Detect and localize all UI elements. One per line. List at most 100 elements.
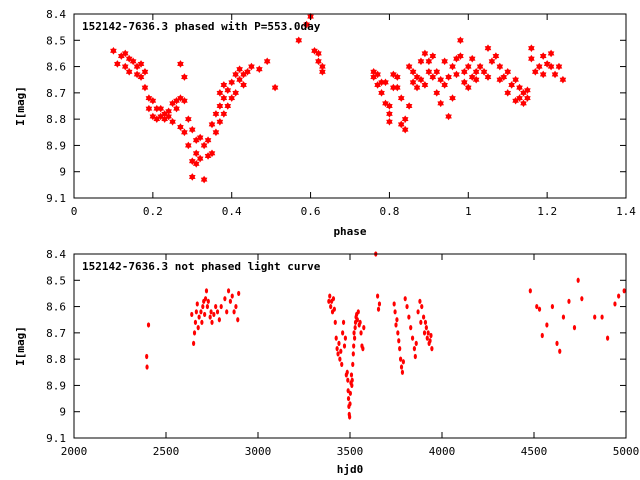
phased-data-point xyxy=(397,94,405,102)
unphased-data-point xyxy=(401,359,405,365)
unphased-data-point xyxy=(346,377,350,383)
phased-data-point xyxy=(539,70,547,79)
unphased-y-tick-label: 8.6 xyxy=(46,301,66,314)
phased-data-point xyxy=(488,57,496,66)
unphased-data-point xyxy=(199,309,203,315)
unphased-data-point xyxy=(348,390,352,396)
phased-data-point xyxy=(200,175,208,184)
phased-data-point xyxy=(181,96,188,105)
phased-data-point xyxy=(472,68,480,76)
phased-data-point xyxy=(476,62,484,71)
unphased-data-point xyxy=(343,335,347,341)
phased-data-point xyxy=(185,141,192,150)
unphased-data-point xyxy=(407,314,411,320)
phased-data-point xyxy=(141,83,149,92)
phased-data-point xyxy=(445,112,452,121)
phased-data-point xyxy=(228,78,236,87)
phased-data-point xyxy=(200,141,208,150)
unphased-data-point xyxy=(223,296,227,302)
phased-data-point xyxy=(449,62,456,71)
phased-data-point xyxy=(232,89,239,97)
phased-data-point xyxy=(480,68,488,76)
phased-y-tick-label: 8.6 xyxy=(46,61,66,74)
phased-x-tick-label: 0.8 xyxy=(379,205,399,218)
phased-data-point xyxy=(315,57,322,66)
unphased-data-point xyxy=(226,288,231,294)
phased-chart-title: 152142-7636.3 phased with P=553.0day xyxy=(82,20,321,33)
phased-data-point xyxy=(555,62,563,71)
unphased-data-point xyxy=(593,314,597,320)
unphased-data-point xyxy=(230,293,234,299)
phased-data-point xyxy=(461,78,468,87)
phased-data-point xyxy=(319,68,326,76)
phased-data-point xyxy=(524,86,531,95)
unphased-data-point xyxy=(377,301,382,307)
phased-y-tick-label: 8.7 xyxy=(46,87,66,100)
phased-data-point xyxy=(220,81,228,89)
phased-data-point xyxy=(244,68,251,76)
unphased-data-point xyxy=(422,330,427,336)
phased-data-point xyxy=(386,102,393,110)
unphased-data-point xyxy=(392,301,396,307)
unphased-data-point xyxy=(209,309,213,315)
phased-data-point xyxy=(472,75,480,84)
phased-data-point xyxy=(405,62,413,71)
unphased-data-point xyxy=(359,330,363,336)
phased-data-point xyxy=(441,57,448,66)
phased-data-point xyxy=(394,83,401,92)
unphased-data-point xyxy=(329,303,333,310)
unphased-data-point xyxy=(348,401,352,407)
phased-data-point xyxy=(535,62,543,71)
unphased-data-point xyxy=(613,301,617,307)
unphased-data-point xyxy=(350,382,354,389)
unphased-data-point xyxy=(567,298,571,304)
phased-data-point xyxy=(528,54,535,63)
phased-data-point xyxy=(504,89,512,97)
phased-y-tick-label: 8.9 xyxy=(46,139,66,152)
unphased-data-point xyxy=(228,298,232,304)
unphased-data-point xyxy=(572,325,577,331)
phased-data-point xyxy=(433,89,441,97)
unphased-data-point xyxy=(336,351,340,357)
unphased-data-point xyxy=(341,330,345,336)
unphased-data-point xyxy=(190,311,194,318)
unphased-data-point xyxy=(339,348,343,354)
unphased-data-point xyxy=(535,303,539,310)
unphased-data-point xyxy=(208,314,212,320)
unphased-data-point xyxy=(203,296,208,302)
phased-data-point xyxy=(532,68,539,76)
unphased-data-point xyxy=(362,325,366,331)
phased-data-point xyxy=(441,81,448,89)
phased-data-point xyxy=(437,99,444,108)
unphased-data-point xyxy=(361,346,365,352)
phased-data-point xyxy=(232,70,239,79)
unphased-data-point xyxy=(333,319,337,325)
unphased-data-point xyxy=(237,290,241,297)
unphased-axis-ticks: 2000 2500 3000 3500 4000 4500 5000 8.4 8.5 8.6 8.7… xyxy=(46,248,639,458)
unphased-data-point xyxy=(349,372,354,378)
unphased-x-tick-label: 4000 xyxy=(429,445,456,458)
phased-data-point xyxy=(504,68,512,76)
phased-data-point xyxy=(413,83,421,92)
unphased-data-point xyxy=(399,364,404,370)
phased-data-point xyxy=(551,70,559,79)
phased-data-point xyxy=(433,68,441,76)
unphased-data-point xyxy=(413,353,417,360)
phased-x-tick-label: 0 xyxy=(71,205,78,218)
unphased-data-point xyxy=(355,317,359,323)
phased-data-point xyxy=(547,49,555,58)
phased-x-tick-label: 1.4 xyxy=(616,205,636,218)
unphased-y-tick-label: 9.1 xyxy=(46,432,66,445)
phased-data-point xyxy=(516,94,523,102)
phased-data-point xyxy=(461,68,468,76)
phased-data-point xyxy=(165,107,172,116)
unphased-data-point xyxy=(193,319,198,325)
unphased-data-point xyxy=(555,340,559,346)
phased-data-point xyxy=(295,36,303,45)
unphased-data-point xyxy=(561,314,566,320)
unphased-data-point xyxy=(425,335,429,341)
unphased-y-tick-label: 8.7 xyxy=(46,327,66,340)
unphased-data-point xyxy=(405,303,409,310)
phased-data-point xyxy=(457,36,464,45)
phased-data-point xyxy=(303,20,310,29)
